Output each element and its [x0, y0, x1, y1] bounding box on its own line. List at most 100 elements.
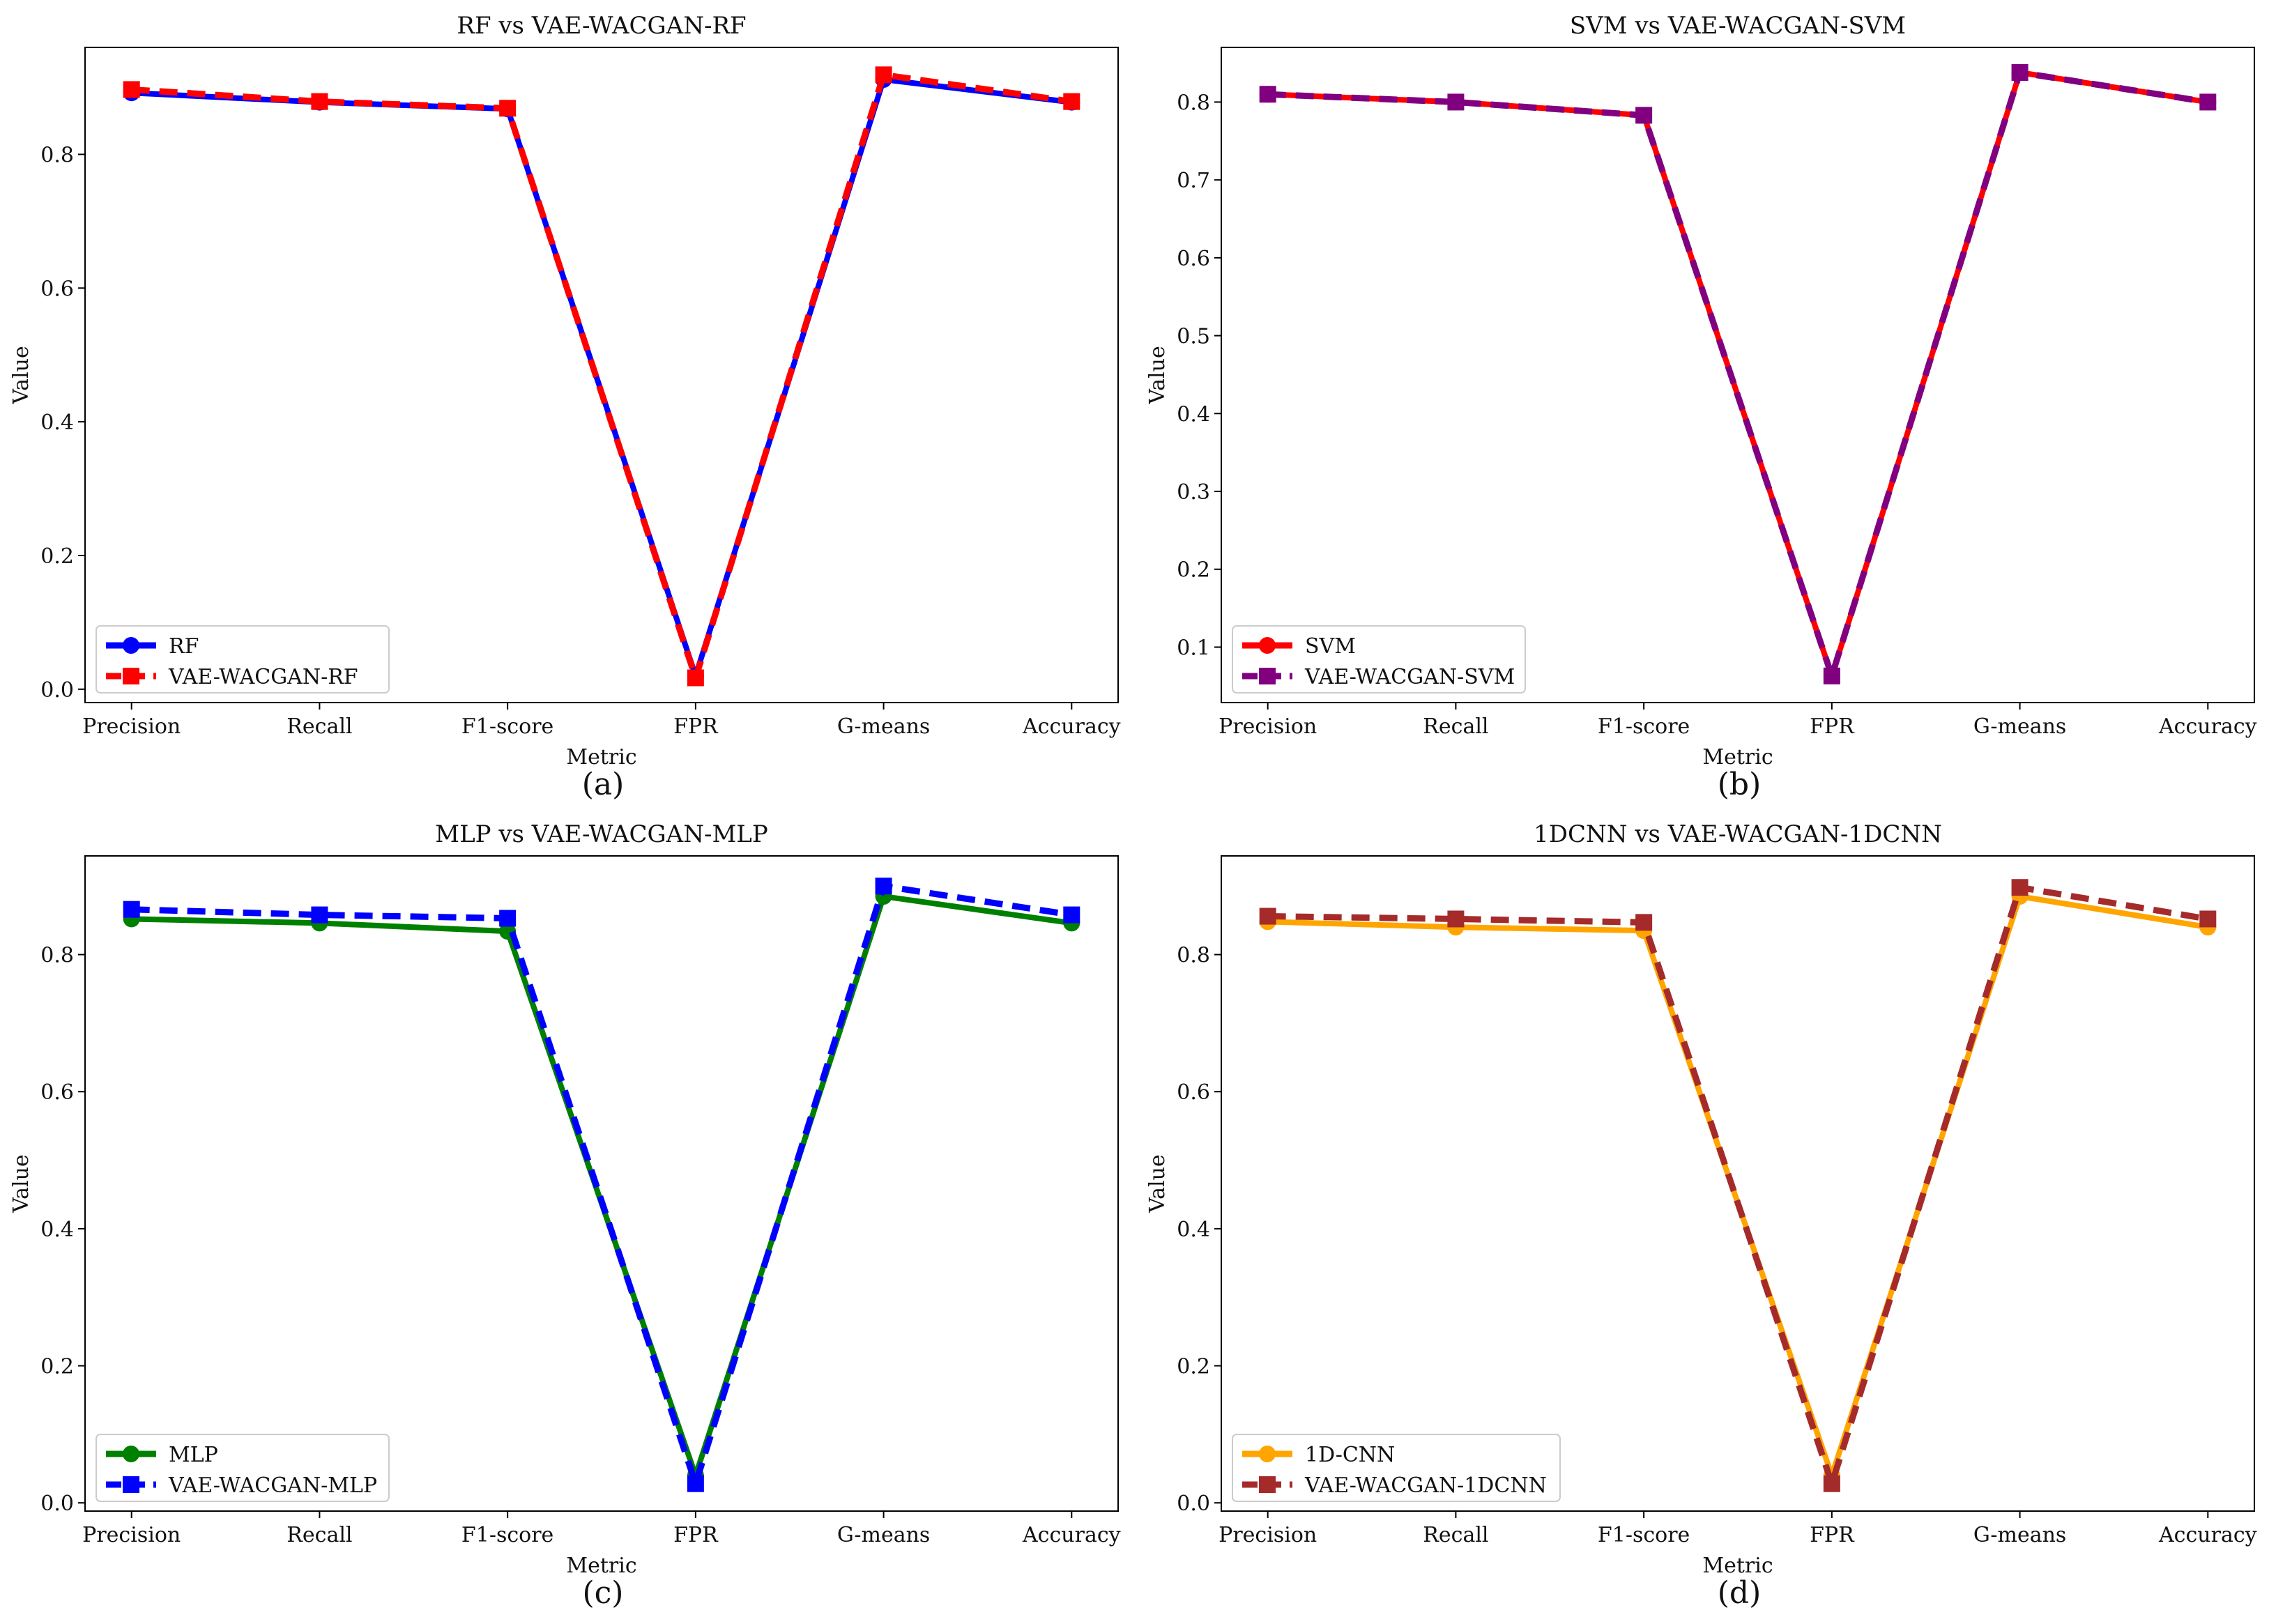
x-tick-label: FPR — [673, 1523, 719, 1547]
data-point — [1447, 93, 1465, 111]
series-line-1 — [131, 894, 1072, 1478]
chart-svg: MLP vs VAE-WACGAN-MLP 0.0 0.2 0.4 0.6 0.8 Prec… — [9, 820, 1121, 1578]
x-tick-label: Precision — [82, 1523, 181, 1547]
subplot-c: MLP vs VAE-WACGAN-MLP 0.0 0.2 0.4 0.6 0.8 Prec… — [0, 809, 1133, 1578]
chart-title: 1DCNN vs VAE-WACGAN-1DCNN — [1534, 820, 1942, 848]
y-tick-label: 0.2 — [40, 544, 74, 569]
x-tick-label: F1-score — [461, 1523, 553, 1547]
data-point — [2199, 93, 2217, 111]
legend-marker — [123, 637, 139, 654]
y-axis-label: Value — [1145, 346, 1170, 404]
series-line-2 — [131, 882, 1072, 1487]
legend-box — [96, 1434, 390, 1502]
series-line-1 — [1267, 69, 2208, 679]
chart-title: RF vs VAE-WACGAN-RF — [457, 12, 746, 40]
x-tick-label: Recall — [1423, 1523, 1488, 1547]
x-tick-label: Accuracy — [2158, 1523, 2257, 1547]
data-point — [2011, 879, 2029, 896]
legend-box — [96, 625, 390, 694]
x-tick-label: Recall — [1423, 714, 1488, 739]
y-tick-label: 0.0 — [1177, 1492, 1210, 1516]
x-axis-label: Metric — [566, 1554, 636, 1578]
y-tick-label: 0.5 — [1177, 325, 1210, 349]
y-tick-label: 0.6 — [40, 1080, 74, 1105]
legend-marker — [123, 1446, 139, 1462]
y-tick-label: 0.6 — [1177, 247, 1210, 271]
y-tick-label: 0.0 — [40, 678, 74, 703]
caption-d: (d) — [1717, 1575, 1762, 1611]
x-tick-label: F1-score — [1598, 714, 1690, 739]
caption-a: (a) — [581, 767, 625, 802]
y-axis-label: Value — [9, 1154, 33, 1213]
data-point — [123, 81, 140, 98]
y-tick-label: 0.4 — [40, 411, 74, 435]
y-tick-label: 0.7 — [1177, 169, 1210, 193]
x-tick-label: FPR — [1810, 714, 1855, 739]
y-axis-label: Value — [9, 346, 33, 404]
data-point — [1635, 914, 1653, 931]
subplot-d: 1DCNN vs VAE-WACGAN-1DCNN 0.0 0.2 0.4 0.6 0.8… — [1136, 809, 2269, 1578]
x-tick-label: G-means — [1973, 1523, 2066, 1547]
data-point — [1063, 906, 1080, 924]
y-tick-label: 0.2 — [40, 1355, 74, 1379]
y-tick-label: 0.4 — [40, 1218, 74, 1242]
data-point — [1063, 93, 1080, 110]
x-axis-label: Metric — [566, 745, 636, 769]
y-tick-label: 0.8 — [1177, 91, 1210, 115]
y-axis-label: Value — [1145, 1154, 1170, 1213]
y-tick-label: 0.8 — [40, 944, 74, 968]
legend-label: VAE-WACGAN-SVM — [1304, 665, 1515, 689]
series-line-2 — [1267, 884, 2209, 1487]
data-point — [875, 66, 892, 84]
caption-c: (c) — [582, 1575, 624, 1611]
x-tick-label: Accuracy — [1022, 714, 1121, 739]
legend-marker — [123, 1476, 139, 1493]
data-point — [311, 906, 328, 924]
x-tick-label: Recall — [287, 714, 352, 739]
data-point — [499, 100, 517, 117]
data-point — [875, 878, 892, 895]
legend: SVM VAE-WACGAN-SVM — [1232, 625, 1526, 694]
x-tick-label: G-means — [1973, 714, 2066, 739]
data-point — [1259, 86, 1276, 103]
data-point — [1635, 107, 1653, 124]
data-point — [687, 1475, 704, 1492]
data-point — [687, 669, 704, 687]
data-point — [2199, 910, 2217, 928]
legend-label: VAE-WACGAN-1DCNN — [1304, 1473, 1547, 1498]
x-tick-label: G-means — [837, 714, 930, 739]
y-tick-label: 0.3 — [1177, 480, 1210, 505]
legend-marker — [1259, 637, 1276, 654]
chart-svg: RF vs VAE-WACGAN-RF 0.0 0.2 0.4 0.6 0.8 Precis… — [9, 12, 1121, 769]
y-tick-label: 0.6 — [40, 277, 74, 301]
legend-box — [1232, 625, 1526, 694]
x-tick-label: FPR — [673, 714, 719, 739]
chart-svg: SVM vs VAE-WACGAN-SVM 0.1 0.2 0.3 0.4 0.5 0.6 0… — [1145, 12, 2257, 769]
legend-label: MLP — [169, 1443, 218, 1467]
y-tick-label: 0.4 — [1177, 1218, 1210, 1242]
legend-marker — [123, 668, 139, 684]
legend-label: 1D-CNN — [1305, 1443, 1395, 1467]
legend-label: SVM — [1305, 634, 1356, 659]
x-tick-label: G-means — [837, 1523, 930, 1547]
legend-box — [1232, 1434, 1561, 1502]
y-tick-label: 0.1 — [1177, 636, 1210, 660]
x-tick-label: Precision — [82, 714, 181, 739]
data-point — [311, 93, 328, 110]
x-tick-label: Precision — [1218, 714, 1317, 739]
legend-label: VAE-WACGAN-MLP — [168, 1473, 377, 1498]
plot-area — [84, 47, 1119, 703]
x-axis-label: Metric — [1702, 745, 1773, 769]
y-tick-label: 0.8 — [40, 143, 74, 167]
subplot-b: SVM vs VAE-WACGAN-SVM 0.1 0.2 0.3 0.4 0.5 0.6 0… — [1136, 0, 2269, 769]
chart-title: MLP vs VAE-WACGAN-MLP — [435, 820, 767, 848]
series-line-2 — [1267, 69, 2209, 680]
y-tick-label: 0.0 — [40, 1492, 74, 1516]
subplot-a: RF vs VAE-WACGAN-RF 0.0 0.2 0.4 0.6 0.8 Precis… — [0, 0, 1133, 769]
x-tick-label: F1-score — [461, 714, 553, 739]
data-point — [499, 910, 517, 927]
series-line-1 — [131, 77, 1072, 679]
data-point — [1259, 907, 1276, 925]
legend: RF VAE-WACGAN-RF — [96, 625, 390, 694]
